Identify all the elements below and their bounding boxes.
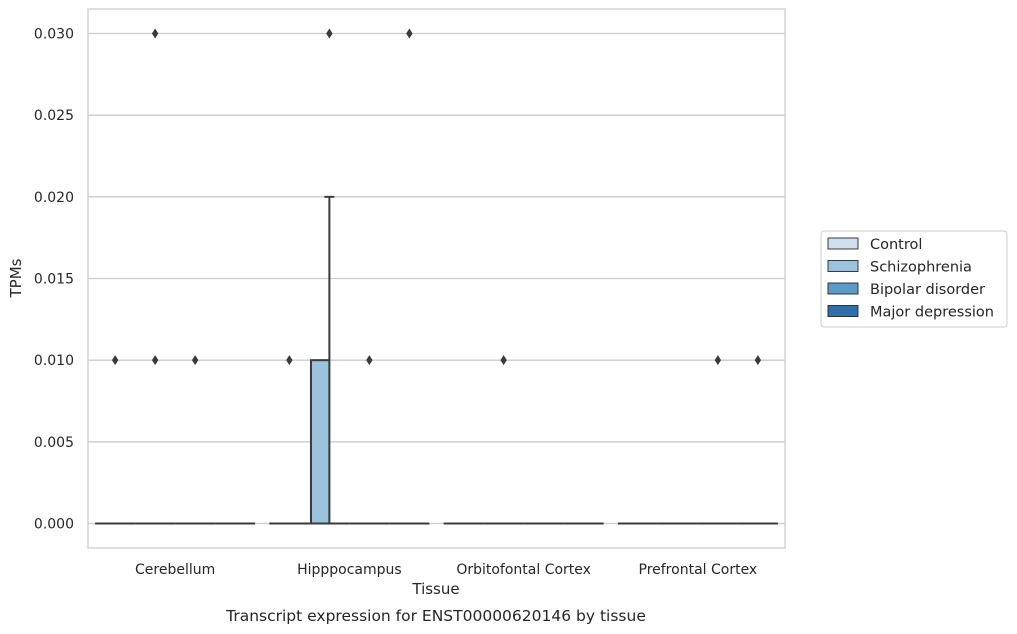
legend-label: Schizophrenia — [870, 260, 972, 276]
box-layer — [95, 28, 778, 525]
outlier-point — [500, 355, 507, 366]
legend-frame — [820, 230, 1008, 328]
x-tick-labels: Cerebellum Hipppocampus Orbitofontal Corte… — [135, 562, 757, 578]
y-tick-label: 0.000 — [34, 517, 74, 533]
legend-label: Control — [870, 237, 922, 253]
chart-caption: Transcript expression for ENST0000062014… — [225, 607, 646, 625]
plot-frame — [87, 8, 786, 549]
x-tick-label: Hipppocampus — [297, 562, 402, 578]
x-tick-label: Cerebellum — [135, 562, 215, 578]
legend-entries: Control Schizophrenia Bipolar disorder Majo… — [827, 237, 994, 321]
box-bipolar-disorder — [175, 355, 216, 525]
y-tick-label: 0.030 — [34, 27, 74, 43]
y-tick-label: 0.015 — [34, 272, 74, 288]
box-control — [95, 355, 136, 525]
outlier-point — [286, 355, 293, 366]
outlier-point — [326, 28, 333, 39]
box-bipolar-disorder — [697, 355, 738, 525]
box-major-depression — [737, 355, 778, 525]
legend: Control Schizophrenia Bipolar disorder Majo… — [820, 230, 1008, 328]
outlier-point — [191, 355, 199, 366]
legend-item: Major depression — [827, 305, 994, 321]
legend-item: Control — [827, 237, 922, 253]
box-bipolar-disorder — [349, 355, 390, 525]
y-tick-label: 0.010 — [34, 353, 74, 369]
box-control — [269, 355, 310, 525]
legend-label: Major depression — [870, 305, 994, 321]
legend-swatch — [827, 237, 859, 250]
x-axis-title: Tissue — [411, 580, 459, 598]
y-tick-labels: 0.000 0.005 0.010 0.015 0.020 0.025 0.030 — [34, 27, 74, 533]
y-axis-title: TPMs — [7, 258, 25, 298]
legend-item: Schizophrenia — [827, 260, 972, 276]
box-schizophrenia — [309, 28, 350, 525]
outlier-point — [366, 355, 373, 366]
x-tick-label: Prefrontal Cortex — [639, 562, 758, 578]
box-iqr — [309, 359, 331, 525]
box-schizophrenia — [135, 28, 176, 525]
outlier-point — [714, 355, 722, 366]
y-tick-label: 0.020 — [34, 190, 74, 206]
y-tick-label: 0.005 — [34, 435, 74, 451]
legend-swatch — [827, 260, 859, 272]
outlier-point — [151, 355, 159, 366]
outlier-point — [754, 355, 762, 366]
outlier-point — [151, 28, 159, 39]
x-tick-label: Orbitofontal Cortex — [456, 562, 591, 578]
box-schizophrenia — [483, 355, 524, 525]
legend-label: Bipolar disorder — [870, 282, 985, 298]
outlier-point — [406, 28, 413, 39]
legend-swatch — [827, 282, 859, 295]
legend-item: Bipolar disorder — [827, 282, 985, 298]
legend-swatch — [827, 305, 859, 317]
y-tick-label: 0.025 — [34, 108, 74, 124]
box-major-depression — [389, 28, 430, 525]
outlier-point — [111, 355, 119, 366]
